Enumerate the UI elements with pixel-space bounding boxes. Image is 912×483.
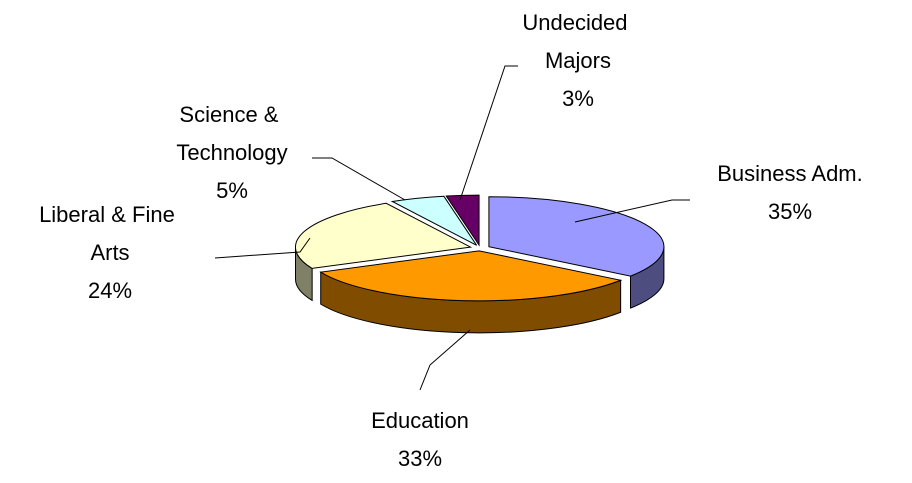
slice	[445, 194, 480, 247]
category-label: Undecided Majors	[522, 10, 633, 73]
value-label: 24%	[88, 278, 132, 303]
pie-tops	[294, 194, 665, 302]
value-label: 5%	[216, 178, 248, 203]
label-line: Education	[371, 408, 469, 433]
slice	[488, 196, 665, 277]
value-label: 3%	[562, 86, 594, 111]
leader-line	[459, 65, 518, 201]
category-label: Liberal & Fine Arts	[39, 202, 181, 265]
slice	[319, 250, 623, 302]
leader-line	[214, 237, 311, 259]
leader-line	[574, 199, 690, 223]
leader-line	[312, 157, 406, 201]
label-line: Liberal & Fine	[39, 202, 181, 227]
label-line: Technology	[176, 140, 287, 165]
slice	[294, 202, 473, 269]
label-line: Undecided	[522, 10, 633, 35]
category-label: Science & Technology	[176, 102, 287, 165]
label-line: Arts	[90, 240, 129, 265]
label-line: Business Adm.	[717, 161, 863, 186]
category-label: Business Adm.	[717, 161, 863, 186]
label-line: Majors	[545, 48, 611, 73]
category-label: Education	[371, 408, 469, 433]
slice	[390, 195, 478, 246]
value-label: 35%	[768, 199, 812, 224]
leader-line	[419, 329, 471, 391]
value-label: 33%	[398, 446, 442, 471]
label-line: Science &	[179, 102, 284, 127]
